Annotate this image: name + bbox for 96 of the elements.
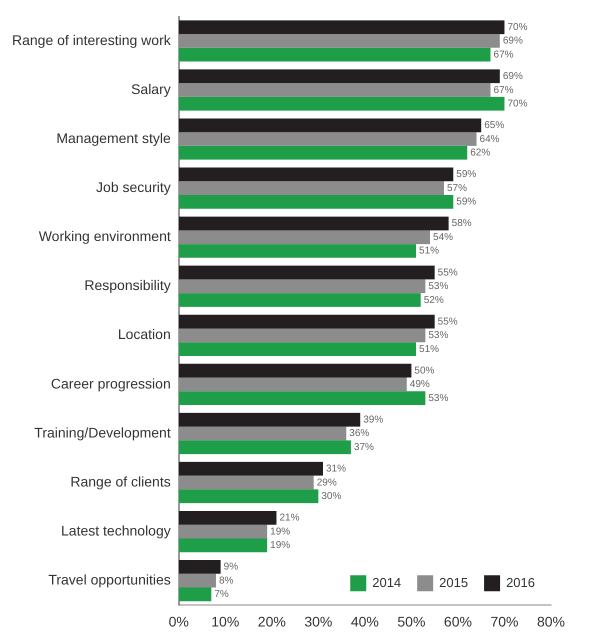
bar bbox=[178, 118, 482, 132]
bar bbox=[178, 574, 216, 588]
data-label: 67% bbox=[494, 84, 514, 96]
bar bbox=[178, 538, 268, 552]
data-label: 69% bbox=[502, 36, 523, 47]
bar bbox=[178, 462, 323, 476]
y-tick-label: Range of interesting work bbox=[12, 32, 172, 48]
x-tick-label: 80% bbox=[536, 613, 566, 630]
data-label: 70% bbox=[507, 22, 528, 33]
data-label: 19% bbox=[270, 540, 290, 552]
data-label: 55% bbox=[438, 267, 458, 278]
x-tick-label: 20% bbox=[258, 613, 286, 630]
bar bbox=[178, 48, 491, 62]
data-label: 53% bbox=[428, 392, 448, 404]
bar bbox=[178, 378, 407, 392]
bar bbox=[178, 588, 212, 602]
bar bbox=[178, 314, 435, 328]
x-tick-label: 10% bbox=[211, 613, 240, 630]
data-label: 70% bbox=[507, 98, 528, 110]
bar bbox=[178, 146, 468, 160]
bar bbox=[178, 412, 360, 427]
y-tick-label: Responsibility bbox=[84, 277, 171, 294]
bar bbox=[178, 293, 421, 307]
bar bbox=[178, 69, 500, 84]
bar bbox=[178, 230, 430, 244]
legend-label: 2015 bbox=[439, 574, 468, 590]
data-label: 21% bbox=[279, 512, 300, 524]
data-label: 8% bbox=[218, 575, 234, 586]
bar bbox=[178, 476, 314, 490]
x-tick-label: 50% bbox=[397, 613, 426, 630]
data-label: 64% bbox=[480, 134, 500, 145]
bar bbox=[178, 524, 268, 538]
y-tick-label: Job security bbox=[96, 178, 171, 195]
bar bbox=[178, 279, 426, 294]
x-tick-label: 70% bbox=[490, 613, 518, 630]
bar bbox=[178, 96, 504, 111]
bar bbox=[178, 510, 276, 525]
data-label: 62% bbox=[470, 148, 490, 159]
data-label: 31% bbox=[326, 464, 346, 475]
bar bbox=[178, 168, 454, 182]
data-label: 69% bbox=[502, 71, 523, 82]
data-label: 49% bbox=[410, 379, 430, 390]
y-tick-label: Salary bbox=[131, 80, 171, 97]
data-label: 39% bbox=[363, 414, 384, 426]
data-label: 51% bbox=[419, 246, 440, 257]
bar bbox=[178, 244, 416, 258]
data-label: 30% bbox=[321, 491, 342, 502]
bar bbox=[178, 560, 221, 574]
legend-label: 2014 bbox=[372, 574, 402, 590]
data-label: 59% bbox=[456, 196, 476, 208]
data-label: 52% bbox=[424, 294, 444, 306]
data-label: 37% bbox=[354, 442, 374, 453]
bar bbox=[178, 83, 491, 97]
y-tick-label: Training/Development bbox=[34, 424, 171, 440]
bar bbox=[178, 195, 454, 209]
bar bbox=[178, 266, 435, 280]
bar bbox=[178, 426, 346, 440]
data-label: 50% bbox=[414, 365, 435, 376]
data-label: 67% bbox=[494, 49, 514, 60]
bar bbox=[178, 364, 412, 378]
data-label: 51% bbox=[419, 344, 440, 355]
data-label: 53% bbox=[428, 281, 448, 292]
data-label: 58% bbox=[452, 218, 472, 230]
data-label: 54% bbox=[433, 232, 454, 243]
legend-label: 2016 bbox=[506, 574, 535, 590]
data-label: 59% bbox=[456, 169, 476, 180]
data-label: 7% bbox=[214, 589, 229, 600]
x-tick-label: 30% bbox=[304, 613, 332, 630]
data-label: 57% bbox=[446, 182, 468, 194]
x-tick-label: 40% bbox=[350, 613, 379, 630]
bar bbox=[178, 20, 504, 34]
bar bbox=[178, 328, 426, 342]
data-label: 19% bbox=[270, 526, 290, 538]
data-label: 9% bbox=[224, 562, 238, 573]
bar bbox=[178, 132, 477, 146]
x-tick-label: 60% bbox=[444, 613, 472, 630]
x-tick-label: 0% bbox=[168, 613, 189, 630]
data-label: 53% bbox=[428, 330, 448, 342]
bar bbox=[178, 440, 351, 454]
bar bbox=[178, 489, 318, 504]
y-tick-label: Career progression bbox=[50, 375, 171, 392]
y-tick-label: Travel opportunities bbox=[48, 572, 171, 588]
data-label: 65% bbox=[484, 120, 504, 132]
bar bbox=[178, 34, 500, 48]
y-tick-label: Working environment bbox=[38, 228, 171, 244]
y-tick-label: Latest technology bbox=[61, 522, 171, 538]
data-label: 55% bbox=[438, 316, 458, 328]
bar bbox=[178, 216, 449, 230]
y-tick-label: Range of clients bbox=[70, 473, 171, 490]
data-label: 36% bbox=[349, 428, 370, 440]
y-tick-label: Location bbox=[118, 326, 171, 342]
bar bbox=[178, 181, 444, 196]
data-label: 29% bbox=[316, 477, 337, 488]
y-tick-label: Management style bbox=[56, 130, 171, 146]
bar bbox=[178, 391, 426, 406]
bar bbox=[178, 342, 416, 356]
